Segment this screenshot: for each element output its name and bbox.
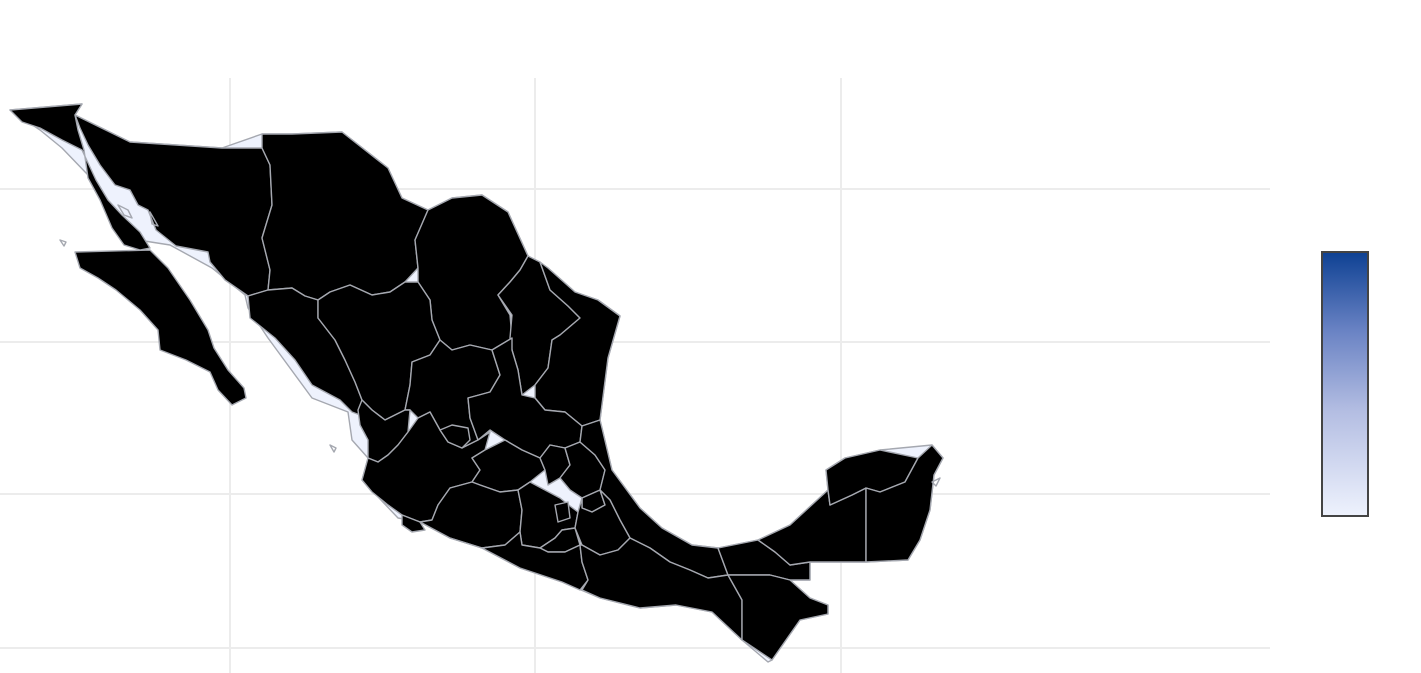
island-outline [329, 444, 337, 453]
colorbar-gradient [1321, 251, 1369, 517]
island-outline [117, 204, 133, 219]
region-chiapas[interactable] [727, 574, 829, 661]
island-outline [149, 211, 159, 227]
region-quintana-roo[interactable] [865, 444, 944, 563]
region-guerrero[interactable] [449, 531, 589, 591]
region-cdmx[interactable] [554, 501, 571, 523]
choropleth-map[interactable] [0, 0, 1300, 673]
island-outline [59, 239, 67, 247]
region-colima[interactable] [401, 514, 426, 533]
region-aguascalientes[interactable] [439, 424, 471, 449]
region-baja-california-sur[interactable] [74, 249, 247, 406]
island-outline [931, 477, 941, 487]
region-chihuahua[interactable] [261, 131, 429, 301]
region-baja-california[interactable] [9, 103, 151, 251]
colorbar [1321, 251, 1369, 517]
